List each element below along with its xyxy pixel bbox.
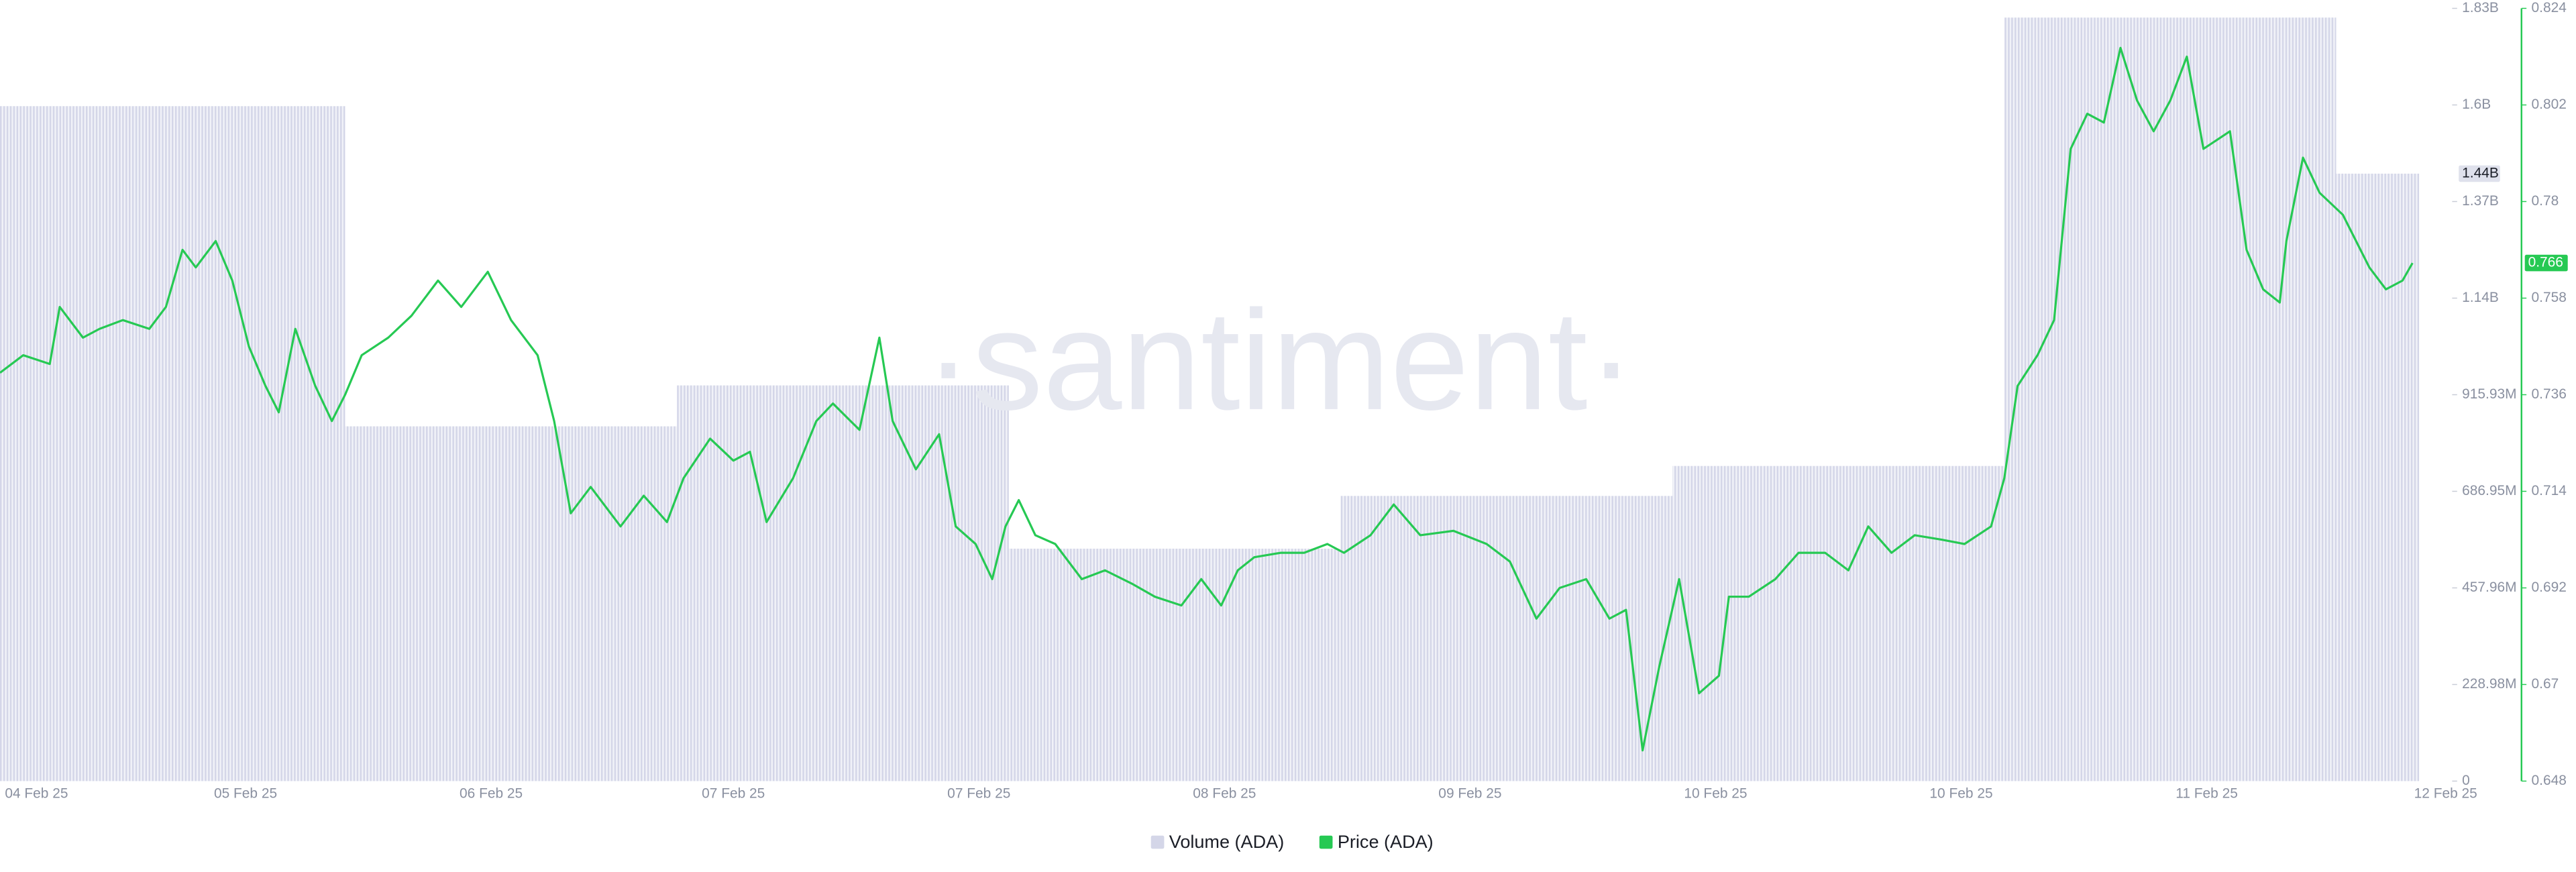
y-tick-label: 1.37B [2462,193,2499,209]
x-tick-label: 05 Feb 25 [214,786,277,802]
x-tick-label: 07 Feb 25 [702,786,765,802]
x-tick-label: 07 Feb 25 [947,786,1010,802]
volume-bar [2004,17,2337,781]
y-tick-label: 457.96M [2462,580,2516,595]
y2-tick-label: 0.736 [2532,386,2567,402]
legend-label: Price (ADA) [1338,831,1434,852]
y2-tick-label: 0.758 [2532,290,2567,305]
y-tick-label: 915.93M [2462,386,2516,402]
y2-tick-label: 0.824 [2532,0,2567,15]
y2-tick-label: 0.802 [2532,97,2567,112]
x-tick-label: 11 Feb 25 [2176,786,2238,802]
x-tick-label: 08 Feb 25 [1193,786,1256,802]
x-tick-label: 10 Feb 25 [1929,786,1992,802]
y2-tick-label: 0.78 [2532,193,2559,209]
y2-tick-label: 0.67 [2532,676,2559,692]
y-tick-label: 686.95M [2462,483,2516,498]
price-line [0,46,2414,752]
y-tick-label: 228.98M [2462,676,2516,692]
volume-bar [1008,548,1341,781]
y2-tick-label: 0.714 [2532,483,2567,498]
volume-bar [1672,466,2004,781]
watermark: ·santiment· [924,280,1635,439]
volume-bar [2336,173,2420,781]
y-tick-label: 0 [2462,773,2470,788]
x-tick-label: 12 Feb 25 [2414,786,2477,802]
legend-swatch [1319,835,1333,849]
legend-label: Volume (ADA) [1169,831,1284,852]
price-last-badge [2524,254,2568,272]
y2-tick-label: 0.692 [2532,580,2567,595]
x-tick-label: 09 Feb 25 [1438,786,1501,802]
volume-bar [677,385,1009,781]
volume-bar [345,426,678,781]
price-last-label: 0.766 [2528,255,2563,270]
legend-swatch [1150,835,1165,849]
volume-bar [0,106,345,781]
x-tick-label: 06 Feb 25 [460,786,523,802]
volume-last-label: 1.44B [2462,165,2499,180]
x-tick-label: 10 Feb 25 [1684,786,1747,802]
y-tick-label: 1.83B [2462,0,2499,15]
volume-bar [1340,496,1673,781]
y-tick-label: 1.6B [2462,97,2491,112]
y2-tick-label: 0.648 [2532,773,2567,788]
y-tick-label: 1.14B [2462,290,2499,305]
volume-last-badge [2459,165,2500,182]
x-tick-label: 04 Feb 25 [5,786,68,802]
